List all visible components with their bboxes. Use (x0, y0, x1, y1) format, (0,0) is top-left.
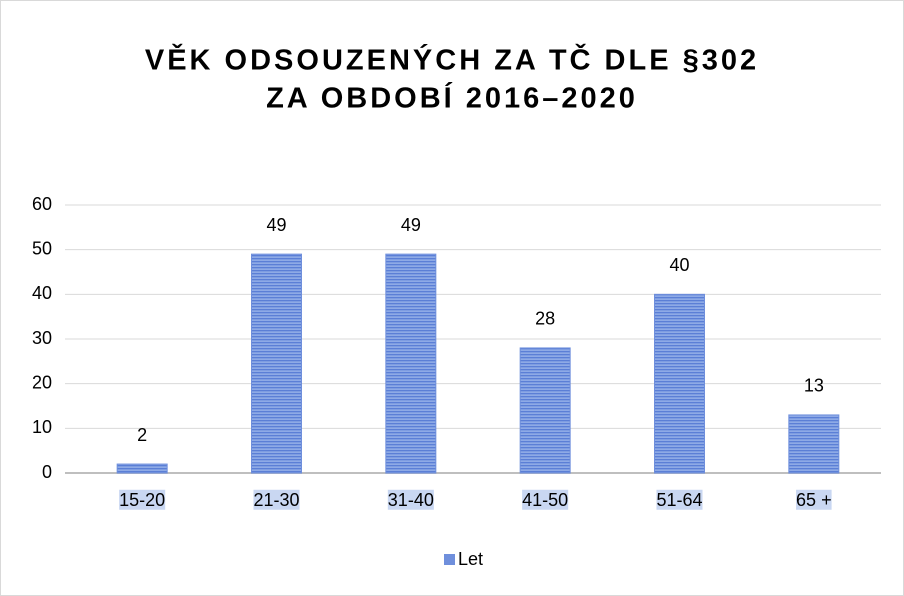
chart-title: VĚK ODSOUZENÝCH ZA TČ DLE §302 (145, 43, 759, 77)
x-tick-highlight (522, 489, 569, 510)
x-tick-label: 21-30 (253, 490, 299, 510)
x-tick-highlight (387, 489, 434, 510)
value-label: 13 (804, 376, 824, 396)
x-tick-highlight (796, 489, 832, 510)
x-tick-highlight (253, 489, 300, 510)
bar (654, 293, 705, 474)
chart-title: ZA OBDOBÍ 2016–2020 (266, 81, 638, 115)
x-tick-label: 41-50 (522, 490, 568, 510)
x-tick-label: 31-40 (388, 490, 434, 510)
y-tick-label: 20 (32, 372, 52, 392)
legend-swatch (444, 554, 455, 565)
bar (116, 463, 168, 474)
x-tick-label: 51-64 (656, 490, 702, 510)
y-tick-label: 30 (32, 328, 52, 348)
value-label: 40 (669, 255, 689, 275)
y-tick-label: 60 (32, 194, 52, 214)
y-tick-label: 50 (32, 238, 52, 258)
y-tick-label: 40 (32, 283, 52, 303)
value-label: 28 (535, 309, 555, 329)
bar (788, 414, 840, 474)
bar (251, 253, 302, 474)
value-label: 49 (401, 215, 421, 235)
bar (385, 253, 437, 474)
y-tick-label: 0 (42, 462, 52, 482)
y-tick-label: 10 (32, 417, 52, 437)
x-tick-label: 15-20 (119, 490, 165, 510)
bar (519, 347, 571, 474)
x-tick-highlight (119, 489, 166, 510)
value-label: 2 (137, 425, 147, 445)
value-label: 49 (266, 215, 286, 235)
x-tick-highlight (656, 489, 703, 510)
legend-label: Let (458, 549, 483, 569)
x-tick-label: 65 + (796, 490, 832, 510)
